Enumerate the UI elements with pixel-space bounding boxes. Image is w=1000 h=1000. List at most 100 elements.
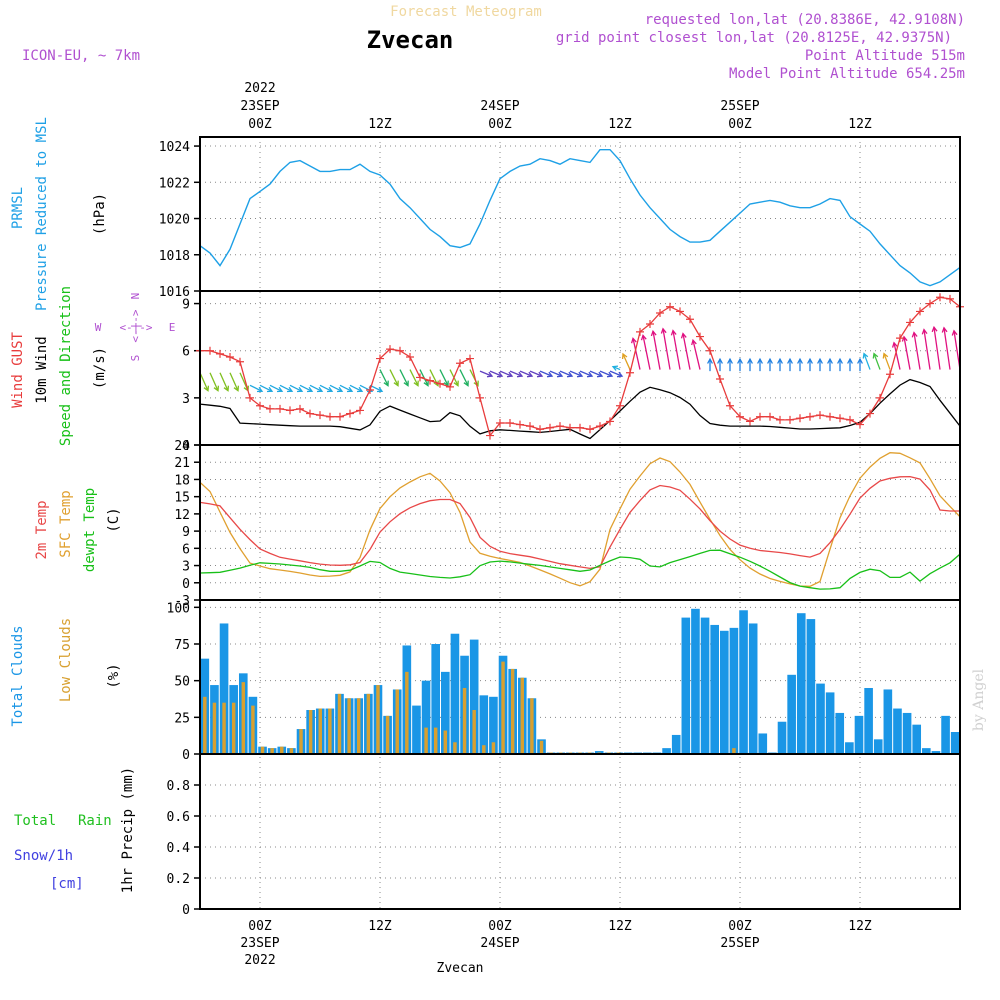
gust-marker-54 <box>736 412 744 421</box>
wind-arrow-30 <box>499 370 513 377</box>
bottom-axis-label-4-0: 00Z <box>728 919 752 934</box>
gust-marker-1 <box>206 346 214 355</box>
wind-arrow-20 <box>399 369 409 386</box>
wind-arrow-2 <box>219 372 229 391</box>
total-cloud-bar-55 <box>729 627 739 754</box>
press-tick-label-4: 1024 <box>159 140 190 155</box>
wind-arrow-69 <box>883 353 891 370</box>
wind-arrow-head-43 <box>621 352 628 360</box>
wind-arrow-head-74 <box>931 325 938 333</box>
gust-marker-22 <box>416 373 424 382</box>
low-cloud-bar-28 <box>472 710 476 754</box>
gust-marker-75 <box>946 294 954 303</box>
wind-arrow-head-66 <box>857 357 863 364</box>
gust-marker-23 <box>426 376 434 385</box>
wind-arrow-head-57 <box>767 357 773 364</box>
temp-unit: (C) <box>106 507 122 532</box>
wind-unit: (m/s) <box>92 347 108 389</box>
wind-arrow-head-6 <box>266 386 274 393</box>
total-cloud-bar-49 <box>671 734 681 754</box>
wind-arrow-head-52 <box>717 357 723 364</box>
gust-marker-64 <box>836 414 844 423</box>
top-axis-label-0-1: 00Z <box>248 117 272 132</box>
clouds-tick-label-4: 100 <box>167 601 190 616</box>
gust-marker-31 <box>506 419 514 427</box>
gust-marker-69 <box>886 370 894 379</box>
gust-marker-63 <box>826 412 834 421</box>
low-cloud-bar-5 <box>251 705 255 754</box>
wind-arrow-head-32 <box>526 371 534 378</box>
wind-tick-label-0: 0 <box>182 439 190 454</box>
gust-marker-32 <box>516 420 524 429</box>
total-cloud-bar-65 <box>825 692 835 754</box>
gust-marker-2 <box>216 349 224 358</box>
wind-arrow-44 <box>632 338 641 370</box>
wind-arrow-11 <box>309 384 323 392</box>
low-cloud-bar-32 <box>510 668 515 754</box>
gust-marker-49 <box>686 315 694 324</box>
gust-marker-14 <box>336 412 344 421</box>
wind-arrow-15 <box>349 384 363 392</box>
point-altitude: Point Altitude 515m <box>805 48 965 64</box>
total-cloud-bar-58 <box>758 733 768 754</box>
wind-arrow-33 <box>529 370 543 377</box>
cloud-y-ticks: 0 25 50 75 100 <box>167 601 200 763</box>
wind-tick-label-2: 6 <box>182 345 190 360</box>
wind-arrow-head-73 <box>921 328 928 335</box>
faded-title: Forecast Meteogram <box>390 4 542 20</box>
low-cloud-bar-55 <box>732 748 736 754</box>
gust-marker-25 <box>446 382 454 391</box>
total-cloud-bar-60 <box>777 721 787 754</box>
top-axis-label-0-0: 23SEP <box>240 99 279 114</box>
wind-arrow-head-1 <box>213 385 220 392</box>
total-cloud-bar-54 <box>719 630 729 754</box>
compass-v: <-|-> <box>129 309 142 342</box>
temp-2m-label: 2m Temp <box>34 500 50 559</box>
total-cloud-bar-30 <box>489 696 498 754</box>
wind-arrow-head-40 <box>606 371 614 378</box>
wind-arrow-head-26 <box>463 380 469 387</box>
snow-label: Snow/1h <box>14 848 73 864</box>
wind-arrow-71 <box>903 336 911 370</box>
wind-arrow-36 <box>559 370 573 377</box>
wind-arrow-head-3 <box>233 385 240 392</box>
gust-marker-57 <box>766 412 774 421</box>
temp-dewpt-label: dewpt Temp <box>82 488 98 572</box>
gust-marker-34 <box>536 425 544 434</box>
wind-arrow-9 <box>289 384 303 392</box>
low-cloud-bar-24 <box>433 727 438 754</box>
wind-arrow-head-75 <box>941 326 948 333</box>
total-cloud-bar-24 <box>431 644 441 754</box>
frame-temp <box>199 444 961 601</box>
wind-arrow-head-34 <box>546 371 554 378</box>
low-cloud-bar-35 <box>539 740 544 754</box>
wind-arrow-head-25 <box>453 380 459 387</box>
gust-marker-11 <box>306 409 314 418</box>
precip-panel: 0 0.2 0.4 0.6 0.8 Total Rain Snow/1h [cm] 1h… <box>14 767 200 918</box>
total-cloud-bar-66 <box>835 712 845 754</box>
wind-arrow-head-8 <box>286 386 294 393</box>
wind-arrow-head-49 <box>680 332 687 339</box>
wind-arrow-49 <box>682 333 691 370</box>
cloud-bars <box>200 608 960 754</box>
gust-marker-17 <box>366 386 374 394</box>
gust-marker-42 <box>616 401 624 410</box>
low-cloud-bar-11 <box>308 710 313 754</box>
gust-line <box>200 296 961 438</box>
top-axis-label-4-1: 00Z <box>728 117 752 132</box>
precip-tick-label-4: 0.8 <box>167 779 190 794</box>
wind-arrow-7 <box>269 384 283 392</box>
bottom-axis-label-4-1: 25SEP <box>720 936 759 951</box>
total-cloud-bar-63 <box>806 619 816 754</box>
top-time-axis: 2022 23SEP 00Z 12Z 24SEP 00Z 12Z 25SEP 00Z 12Z <box>240 81 871 132</box>
wind-arrows <box>199 325 961 393</box>
total-cloud-bar-2 <box>219 623 229 754</box>
low-cloud-bar-3 <box>231 702 236 754</box>
gust-marker-21 <box>406 353 414 361</box>
total-cloud-bar-70 <box>873 739 883 754</box>
gust-marker-29 <box>486 431 494 440</box>
total-cloud-bar-73 <box>902 712 912 754</box>
model-label: ICON-EU, ~ 7km <box>22 48 140 64</box>
gust-marker-20 <box>396 346 404 355</box>
temp-tick-label-5: 12 <box>174 508 190 523</box>
